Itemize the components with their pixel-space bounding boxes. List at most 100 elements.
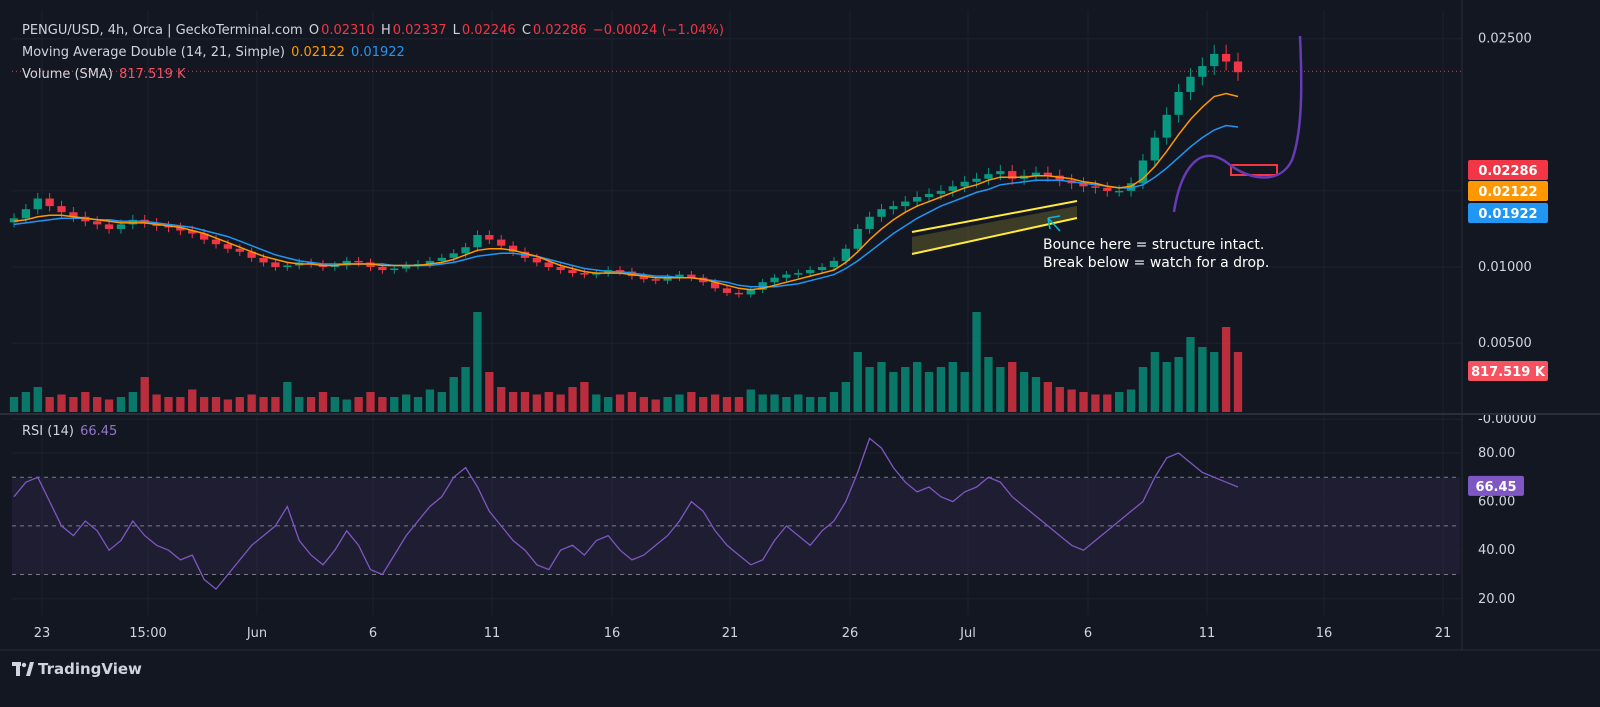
- volume-bar-46: [556, 394, 565, 412]
- highlight-channel: [912, 206, 1077, 254]
- tradingview-logo[interactable]: TradingView: [12, 660, 142, 678]
- volume-bar-79: [948, 362, 957, 412]
- svg-text:66.45: 66.45: [1475, 480, 1516, 495]
- volume-bar-37: [449, 377, 458, 412]
- low-label: L: [452, 23, 460, 38]
- last-price-tag: 0.02286: [1468, 160, 1548, 180]
- time-tick-label-8: Jul: [959, 626, 976, 641]
- candle-102: [1221, 44, 1231, 71]
- candle-74: [889, 200, 898, 215]
- volume-bar-15: [188, 389, 197, 412]
- volume-bar-97: [1162, 362, 1171, 412]
- candle-22: [271, 258, 280, 271]
- candle-76: [912, 191, 922, 207]
- volume-bar-94: [1126, 389, 1136, 412]
- svg-text:0.01922: 0.01922: [1478, 207, 1537, 222]
- candle-77: [924, 188, 934, 203]
- candle-34: [413, 260, 423, 270]
- volume-value: 817.519 K: [119, 67, 186, 82]
- time-tick-label-7: 26: [842, 626, 859, 641]
- rsi-tick-label-2: 40.00: [1478, 543, 1515, 558]
- volume-bar-72: [865, 367, 874, 412]
- price-tick-label-4: 0.01000: [1478, 260, 1532, 275]
- volume-bar-14: [176, 397, 185, 412]
- candle-101: [1210, 44, 1219, 75]
- volume-bar-30: [366, 392, 375, 412]
- volume-bar-12: [152, 394, 161, 412]
- volume-bar-50: [604, 397, 613, 412]
- volume-bar-58: [699, 397, 708, 412]
- candle-32: [390, 264, 399, 274]
- candle-39: [473, 230, 482, 252]
- legend-rsi-row[interactable]: RSI (14) 66.45: [22, 424, 119, 439]
- volume-bar-84: [1008, 362, 1017, 412]
- volume-bar-48: [580, 382, 589, 412]
- volume-bar-77: [924, 372, 934, 412]
- volume-bar-43: [520, 392, 530, 412]
- volume-bar-7: [93, 397, 102, 412]
- tradingview-brand-text: TradingView: [38, 660, 142, 678]
- volume-bar-41: [497, 387, 506, 412]
- volume-bar-93: [1115, 392, 1124, 412]
- volume-bar-61: [734, 397, 744, 412]
- volume-bar-87: [1043, 382, 1053, 412]
- rsi-indicator-label: RSI (14): [22, 424, 74, 439]
- volume-bar-64: [770, 394, 779, 412]
- candle-40: [485, 230, 494, 245]
- chart-annotation-note[interactable]: Bounce here = structure intact. Break be…: [1043, 236, 1269, 272]
- price-tick-label-6: -0.00000: [1478, 412, 1536, 427]
- volume-bar-27: [330, 397, 340, 412]
- candle-62: [746, 286, 755, 298]
- svg-text:0.02122: 0.02122: [1478, 185, 1537, 200]
- annotation-line-2: Break below = watch for a drop.: [1043, 255, 1270, 271]
- candle-84: [1008, 164, 1017, 185]
- legend-ma-row[interactable]: Moving Average Double (14, 21, Simple) 0…: [22, 45, 407, 60]
- volume-bar-5: [69, 397, 78, 412]
- volume-bar-24: [295, 397, 304, 412]
- candle-92: [1103, 182, 1112, 197]
- projection-curve: [1172, 35, 1303, 213]
- high-label: H: [380, 23, 391, 38]
- volume-indicator-label: Volume (SMA): [22, 67, 113, 82]
- volume-bar-39: [473, 312, 482, 412]
- open-value: 0.02310: [321, 23, 375, 38]
- candle-103: [1233, 52, 1243, 81]
- candle-75: [901, 196, 910, 212]
- volume-bar-17: [211, 397, 221, 412]
- candle-19: [235, 244, 244, 256]
- volume-bar-89: [1067, 389, 1076, 412]
- candle-98: [1174, 83, 1183, 123]
- volume-bar-86: [1031, 377, 1041, 412]
- volume-bar-51: [615, 394, 625, 412]
- volume-bar-70: [841, 382, 851, 412]
- volume-bar-8: [104, 399, 114, 412]
- time-tick-label-6: 21: [722, 626, 739, 641]
- ma-indicator-label: Moving Average Double (14, 21, Simple): [22, 45, 285, 60]
- legend-symbol-row: PENGU/USD, 4h, Orca | GeckoTerminal.com …: [22, 23, 726, 38]
- candle-60: [722, 285, 732, 297]
- volume-bar-55: [663, 397, 672, 412]
- candle-80: [960, 175, 969, 193]
- volume-bar-0: [9, 397, 19, 412]
- candle-72: [865, 211, 874, 234]
- time-tick-label-1: 15:00: [129, 626, 166, 641]
- volume-bar-54: [651, 399, 660, 412]
- volume-bar-73: [877, 362, 886, 412]
- volume-bar-60: [722, 397, 732, 412]
- volume-bar-13: [164, 397, 173, 412]
- volume-bar-35: [425, 389, 435, 412]
- legend-volume-row[interactable]: Volume (SMA) 817.519 K: [22, 67, 188, 82]
- rsi-price-tag: 66.45: [1468, 475, 1524, 496]
- volume-bar-82: [984, 357, 993, 412]
- volume-bar-9: [116, 397, 126, 412]
- volume-bar-20: [247, 394, 256, 412]
- volume-bar-62: [746, 389, 755, 412]
- volume-bar-4: [57, 394, 66, 412]
- change-value: −0.00024 (−1.04%): [592, 23, 724, 38]
- candle-99: [1186, 68, 1195, 101]
- volume-bar-63: [758, 394, 767, 412]
- volume-bar-38: [461, 367, 470, 412]
- low-value: 0.02246: [461, 23, 516, 38]
